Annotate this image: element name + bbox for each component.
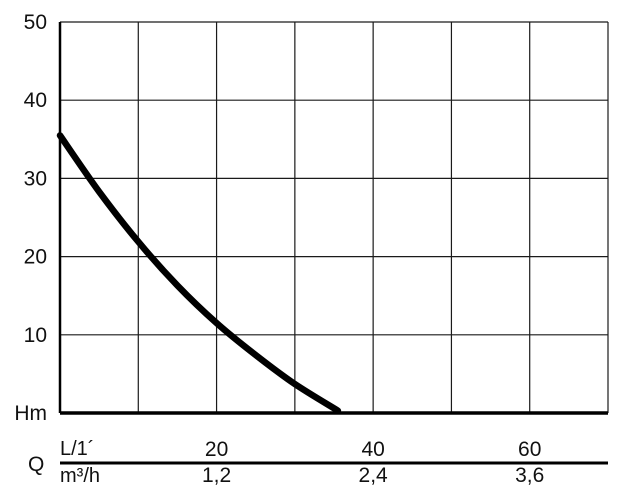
flow-unit-secondary: m³/h <box>60 465 100 487</box>
axes <box>58 22 608 465</box>
x-tick-labels: 20 40 60 1,2 2,4 3,6 <box>202 438 544 487</box>
y-tick-label: 50 <box>24 11 47 34</box>
x-tick-label-secondary: 1,2 <box>202 464 231 487</box>
y-tick-label: 40 <box>24 89 47 112</box>
x-tick-label-primary: 20 <box>205 438 228 461</box>
grid-lines <box>60 21 609 413</box>
y-tick-labels: 10 20 30 40 50 <box>24 11 47 347</box>
x-tick-label-primary: 60 <box>518 438 541 461</box>
x-tick-label-secondary: 2,4 <box>359 464 389 487</box>
flow-unit-primary: L/1´ <box>60 438 94 460</box>
y-tick-label: 20 <box>24 246 47 269</box>
x-axis-label: Q <box>28 453 44 476</box>
x-tick-label-secondary: 3,6 <box>515 464 544 487</box>
x-tick-label-primary: 40 <box>361 438 384 461</box>
y-tick-label: 10 <box>24 324 47 347</box>
y-axis-label: Hm <box>14 402 47 425</box>
series <box>56 132 342 414</box>
y-tick-label: 30 <box>24 167 47 190</box>
pump-curve-line <box>56 132 342 414</box>
